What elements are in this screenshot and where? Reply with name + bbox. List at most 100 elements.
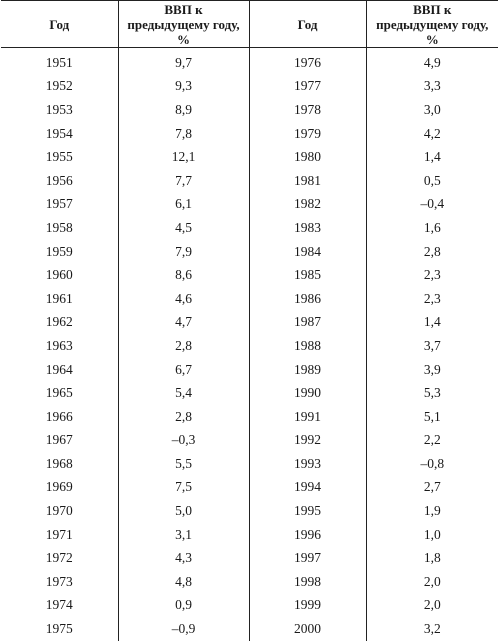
cell-gdp-right: 3,0 bbox=[365, 98, 498, 122]
cell-gdp-right: 1,8 bbox=[365, 546, 498, 571]
cell-gdp-right: 5,3 bbox=[365, 381, 498, 405]
cell-year-right: 1976 bbox=[248, 47, 366, 75]
cell-year-left: 1964 bbox=[45, 361, 73, 377]
header-gdp-right: ВВП к предыдущему году, % bbox=[365, 0, 498, 48]
cell-year-right: 1985 bbox=[248, 263, 366, 287]
cell-year-right: 1977 bbox=[248, 74, 366, 99]
cell-gdp-left: –0,9 bbox=[117, 617, 249, 641]
table-row: 1965 5,4 1990 5,3 bbox=[1, 381, 498, 405]
cell-gdp-left: 6,7 bbox=[117, 357, 249, 382]
cell-year-right: 1990 bbox=[248, 381, 366, 405]
cell-gdp-left: 9,3 bbox=[117, 74, 249, 99]
cell-year-right: 1994 bbox=[248, 475, 366, 500]
cell-year-right: 1997 bbox=[248, 546, 366, 571]
cell-gdp-right: 2,0 bbox=[365, 570, 498, 594]
cell-gdp-left: 9,7 bbox=[117, 47, 249, 75]
cell-year-right: 1999 bbox=[248, 593, 366, 618]
cell-year-right: 1981 bbox=[248, 168, 366, 193]
cell-year-left: 1967 bbox=[45, 432, 73, 448]
cell-gdp-left: 4,7 bbox=[117, 310, 249, 335]
cell-gdp-right: 0,5 bbox=[365, 168, 498, 193]
cell-year-right: 1998 bbox=[248, 570, 366, 594]
cell-year-right: 1988 bbox=[248, 334, 366, 358]
cell-year-left: 1956 bbox=[45, 172, 73, 188]
cell-year-right: 1986 bbox=[248, 286, 366, 311]
table-row: 1974 0,9 1999 2,0 bbox=[1, 593, 498, 618]
table-row: 1962 4,7 1987 1,4 bbox=[1, 310, 498, 335]
cell-gdp-left: 2,8 bbox=[117, 334, 249, 358]
cell-gdp-right: 2,0 bbox=[365, 593, 498, 618]
cell-gdp-right: 3,7 bbox=[365, 334, 498, 358]
cell-gdp-right: 4,2 bbox=[365, 121, 498, 146]
cell-gdp-right: 4,9 bbox=[365, 47, 498, 75]
cell-year-right: 1992 bbox=[248, 428, 366, 453]
cell-year-left: 1969 bbox=[45, 479, 73, 495]
table-row: 1967 –0,3 1992 2,2 bbox=[1, 428, 498, 453]
table-row: 1973 4,8 1998 2,0 bbox=[1, 570, 498, 594]
cell-gdp-left: 4,5 bbox=[117, 216, 249, 240]
header-year-right: Год bbox=[248, 0, 366, 48]
table-row: 1956 7,7 1981 0,5 bbox=[1, 168, 498, 193]
cell-gdp-left: 7,5 bbox=[117, 475, 249, 500]
table-row: 1960 8,6 1985 2,3 bbox=[1, 263, 498, 287]
cell-year-left: 1960 bbox=[45, 267, 73, 283]
cell-gdp-right: 1,6 bbox=[365, 216, 498, 240]
cell-gdp-right: 2,3 bbox=[365, 263, 498, 287]
cell-year-left: 1974 bbox=[45, 597, 73, 613]
cell-year-right: 1991 bbox=[248, 404, 366, 429]
cell-year-right: 1980 bbox=[248, 145, 366, 169]
cell-gdp-left: 7,8 bbox=[117, 121, 249, 146]
cell-gdp-left: 5,5 bbox=[117, 452, 249, 476]
cell-year-left: 1955 bbox=[45, 149, 73, 165]
cell-year-left: 1971 bbox=[45, 526, 73, 542]
cell-year-right: 1984 bbox=[248, 239, 366, 264]
table-row: 1955 12,1 1980 1,4 bbox=[1, 145, 498, 169]
table-row: 1953 8,9 1978 3,0 bbox=[1, 98, 498, 122]
table-header-row: Год ВВП к предыдущему году, % Год ВВП к … bbox=[1, 0, 498, 48]
cell-gdp-left: –0,3 bbox=[117, 428, 249, 453]
cell-year-left: 1954 bbox=[45, 125, 73, 141]
table-row: 1969 7,5 1994 2,7 bbox=[1, 475, 498, 500]
table-row: 1966 2,8 1991 5,1 bbox=[1, 404, 498, 429]
cell-gdp-left: 4,6 bbox=[117, 286, 249, 311]
cell-gdp-right: 3,9 bbox=[365, 357, 498, 382]
header-year-left: Год bbox=[1, 0, 118, 48]
cell-year-left: 1975 bbox=[45, 621, 73, 637]
cell-year-left: 1972 bbox=[45, 550, 73, 566]
cell-year-right: 1987 bbox=[248, 310, 366, 335]
cell-year-right: 2000 bbox=[248, 617, 366, 641]
cell-gdp-right: 3,3 bbox=[365, 74, 498, 99]
cell-gdp-right: 1,9 bbox=[365, 499, 498, 523]
cell-gdp-left: 7,7 bbox=[117, 168, 249, 193]
cell-year-left: 1958 bbox=[45, 219, 73, 235]
cell-year-right: 1993 bbox=[248, 452, 366, 476]
table-row: 1951 9,7 1976 4,9 bbox=[1, 47, 498, 75]
cell-gdp-left: 2,8 bbox=[117, 404, 249, 429]
cell-year-left: 1961 bbox=[45, 290, 73, 306]
table-row: 1970 5,0 1995 1,9 bbox=[1, 499, 498, 523]
cell-year-left: 1959 bbox=[45, 243, 73, 259]
cell-year-left: 1965 bbox=[45, 385, 73, 401]
cell-gdp-right: 1,4 bbox=[365, 310, 498, 335]
cell-year-right: 1989 bbox=[248, 357, 366, 382]
cell-gdp-left: 5,0 bbox=[117, 499, 249, 523]
cell-gdp-left: 7,9 bbox=[117, 239, 249, 264]
cell-year-right: 1983 bbox=[248, 216, 366, 240]
cell-gdp-right: –0,8 bbox=[365, 452, 498, 476]
table-row: 1972 4,3 1997 1,8 bbox=[1, 546, 498, 571]
cell-year-left: 1953 bbox=[45, 101, 73, 117]
cell-year-right: 1995 bbox=[248, 499, 366, 523]
table-row: 1971 3,1 1996 1,0 bbox=[1, 522, 498, 547]
table-row: 1952 9,3 1977 3,3 bbox=[1, 74, 498, 99]
table-row: 1968 5,5 1993 –0,8 bbox=[1, 452, 498, 476]
cell-gdp-right: 3,2 bbox=[365, 617, 498, 641]
cell-year-right: 1996 bbox=[248, 522, 366, 547]
table-row: 1957 6,1 1982 –0,4 bbox=[1, 192, 498, 217]
table-row: 1964 6,7 1989 3,9 bbox=[1, 357, 498, 382]
cell-gdp-right: 2,8 bbox=[365, 239, 498, 264]
cell-year-left: 1973 bbox=[45, 573, 73, 589]
cell-year-left: 1970 bbox=[45, 503, 73, 519]
cell-gdp-right: 5,1 bbox=[365, 404, 498, 429]
header-gdp-left: ВВП к предыдущему году, % bbox=[117, 0, 249, 48]
